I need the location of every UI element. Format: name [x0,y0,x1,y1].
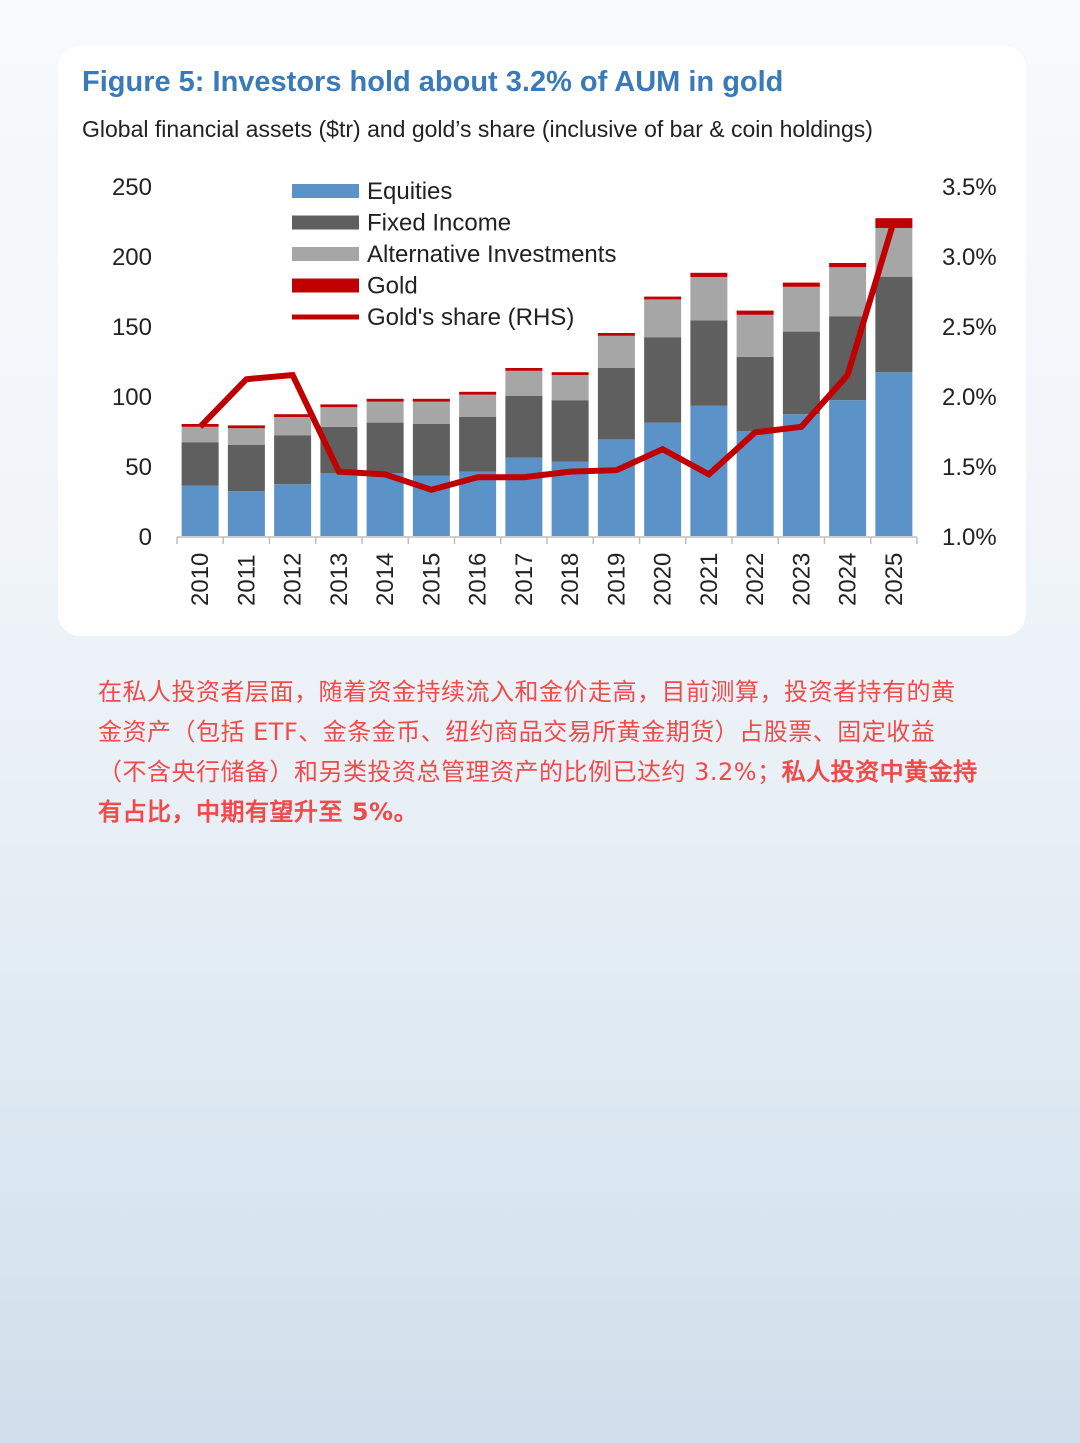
bar-alternative-investments-2019 [597,335,635,368]
bar-gold-2018 [551,372,589,375]
x-tick-label: 2019 [603,553,630,606]
bar-fixed-income-2014 [366,422,404,473]
bar-equities-2011 [227,491,265,536]
bar-gold-2015 [412,398,450,402]
bar-alternative-investments-2016 [459,394,497,417]
x-tick-label: 2022 [742,553,769,606]
bar-fixed-income-2018 [551,400,589,462]
x-tick-label: 2015 [418,553,445,606]
bar-equities-2025 [875,372,913,536]
bar-equities-2023 [782,414,820,536]
bar-gold-2012 [274,414,312,417]
x-tick-label: 2010 [187,553,214,606]
x-tick-label: 2025 [881,553,908,606]
bar-alternative-investments-2014 [366,401,404,423]
bar-gold-2021 [690,272,728,277]
bar-equities-2012 [274,484,312,536]
bar-alternative-investments-2021 [690,277,728,321]
bar-gold-2011 [227,425,265,429]
bar-alternative-investments-2015 [412,401,450,424]
bar-gold-2020 [644,296,682,300]
figure-title: Figure 5: Investors hold about 3.2% of A… [82,66,784,98]
bar-alternative-investments-2011 [227,428,265,445]
legend-label: Gold's share (RHS) [367,304,574,331]
bar-alternative-investments-2024 [829,267,867,317]
y-tick-label: 0 [139,524,152,551]
legend-swatch-alternative-investments [292,247,359,261]
bar-fixed-income-2012 [274,435,312,485]
legend-label: Gold [367,273,418,300]
bar-equities-2019 [597,439,635,536]
bar-gold-2013 [320,404,358,408]
x-tick-label: 2012 [280,553,307,606]
x-tick-label: 2024 [835,553,862,606]
legend-swatch-gold [292,278,359,293]
bar-alternative-investments-2013 [320,407,358,427]
y2-tick-label: 1.5% [942,454,997,481]
x-tick-label: 2011 [233,554,260,606]
bar-gold-2019 [597,333,635,336]
x-tick-label: 2013 [326,553,353,606]
y2-tick-label: 1.0% [942,524,997,551]
figure-subtitle: Global financial assets ($tr) and gold’s… [82,116,873,142]
y2-tick-label: 3.5% [942,174,997,201]
y2-tick-label: 3.0% [942,244,997,271]
bar-gold-2022 [736,310,774,315]
caption-normal: 在私人投资者层面，随着资金持续流入和金价走高，目前测算，投资者持有的黄金资产（包… [98,678,956,786]
bar-fixed-income-2019 [597,368,635,440]
y-tick-label: 50 [125,454,152,481]
bar-alternative-investments-2022 [736,314,774,357]
x-tick-label: 2017 [511,553,538,606]
bar-fixed-income-2025 [875,277,913,373]
legend-label: Equities [367,178,452,205]
bar-fixed-income-2010 [181,442,219,486]
bar-fixed-income-2021 [690,320,728,406]
bar-equities-2010 [181,485,219,536]
bar-equities-2017 [505,457,543,536]
legend-label: Alternative Investments [367,241,616,268]
bar-alternative-investments-2017 [505,370,543,396]
bar-gold-2017 [505,368,543,371]
bar-fixed-income-2023 [782,331,820,415]
x-tick-label: 2018 [557,553,584,606]
bar-equities-2020 [644,422,682,536]
bar-alternative-investments-2018 [551,375,589,401]
bar-fixed-income-2015 [412,424,450,476]
bar-alternative-investments-2020 [644,299,682,338]
bar-equities-2024 [829,400,867,536]
bar-gold-2014 [366,398,404,402]
bar-gold-2016 [459,391,497,395]
bar-fixed-income-2020 [644,337,682,423]
bar-equities-2014 [366,473,404,536]
bar-equities-2013 [320,473,358,536]
x-tick-label: 2021 [696,553,723,606]
bar-fixed-income-2022 [736,356,774,431]
caption-text: 在私人投资者层面，随着资金持续流入和金价走高，目前测算，投资者持有的黄金资产（包… [98,672,978,832]
gold-share-line [197,220,897,493]
bar-alternative-investments-2010 [181,426,219,443]
x-tick-label: 2016 [465,553,492,606]
bar-gold-2023 [782,282,820,287]
bar-gold-2024 [829,263,867,268]
y-tick-label: 100 [112,384,152,411]
legend-swatch-equities [292,184,359,198]
bar-fixed-income-2011 [227,445,265,492]
x-tick-label: 2014 [372,553,399,606]
y2-tick-label: 2.5% [942,314,997,341]
bar-alternative-investments-2012 [274,417,312,436]
bar-fixed-income-2017 [505,396,543,458]
stacked-bar-chart: 0 50 100 150 200 250 1.0% 1.5% 2.0% 2.5% 3.0% 3.5% 2… [112,174,997,606]
y-tick-label: 250 [112,174,152,201]
x-tick-label: 2020 [650,553,677,606]
y-tick-label: 150 [112,314,152,341]
bar-equities-2022 [736,431,774,536]
y2-tick-label: 2.0% [942,384,997,411]
legend-swatch-fixed-income [292,215,359,230]
y-tick-label: 200 [112,244,152,271]
bar-alternative-investments-2023 [782,286,820,332]
bar-fixed-income-2016 [459,417,497,472]
legend-label: Fixed Income [367,210,511,237]
x-tick-label: 2023 [788,553,815,606]
caption-bold: 私人投资中黄金持有占比，中期有望升至 5%。 [98,758,978,826]
